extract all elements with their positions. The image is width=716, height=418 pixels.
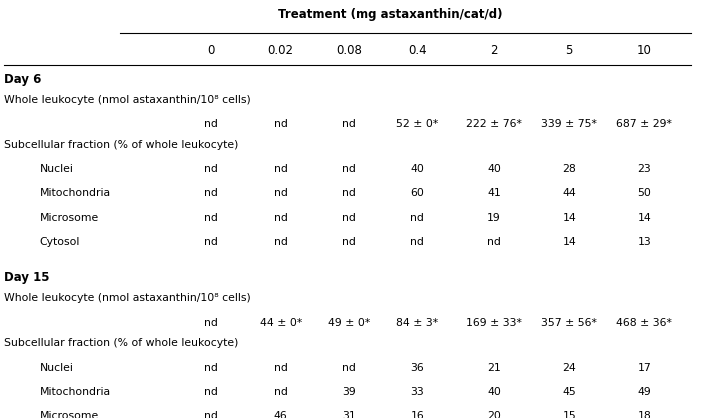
Text: 18: 18	[637, 411, 652, 418]
Text: nd: nd	[342, 213, 356, 223]
Text: nd: nd	[342, 119, 356, 129]
Text: 84 ± 3*: 84 ± 3*	[397, 318, 438, 328]
Text: nd: nd	[204, 213, 218, 223]
Text: 0.02: 0.02	[268, 43, 294, 57]
Text: nd: nd	[410, 213, 425, 223]
Text: nd: nd	[342, 237, 356, 247]
Text: nd: nd	[274, 189, 288, 199]
Text: Cytosol: Cytosol	[39, 237, 79, 247]
Text: Subcellular fraction (% of whole leukocyte): Subcellular fraction (% of whole leukocy…	[4, 140, 238, 150]
Text: nd: nd	[342, 164, 356, 174]
Text: nd: nd	[204, 318, 218, 328]
Text: 52 ± 0*: 52 ± 0*	[396, 119, 439, 129]
Text: 687 ± 29*: 687 ± 29*	[616, 119, 672, 129]
Text: 19: 19	[487, 213, 501, 223]
Text: 13: 13	[637, 237, 652, 247]
Text: 15: 15	[562, 411, 576, 418]
Text: Subcellular fraction (% of whole leukocyte): Subcellular fraction (% of whole leukocy…	[4, 338, 238, 348]
Text: Microsome: Microsome	[39, 411, 99, 418]
Text: 40: 40	[487, 164, 501, 174]
Text: nd: nd	[204, 411, 218, 418]
Text: 50: 50	[637, 189, 652, 199]
Text: nd: nd	[410, 237, 425, 247]
Text: 49 ± 0*: 49 ± 0*	[327, 318, 370, 328]
Text: 40: 40	[410, 164, 425, 174]
Text: 46: 46	[274, 411, 288, 418]
Text: nd: nd	[342, 362, 356, 372]
Text: nd: nd	[204, 362, 218, 372]
Text: 23: 23	[637, 164, 652, 174]
Text: 5: 5	[566, 43, 573, 57]
Text: 14: 14	[562, 213, 576, 223]
Text: 357 ± 56*: 357 ± 56*	[541, 318, 597, 328]
Text: 28: 28	[562, 164, 576, 174]
Text: nd: nd	[274, 237, 288, 247]
Text: nd: nd	[274, 213, 288, 223]
Text: 41: 41	[487, 189, 501, 199]
Text: nd: nd	[274, 119, 288, 129]
Text: 20: 20	[487, 411, 501, 418]
Text: nd: nd	[274, 387, 288, 397]
Text: nd: nd	[274, 164, 288, 174]
Text: 14: 14	[637, 213, 652, 223]
Text: nd: nd	[204, 164, 218, 174]
Text: Whole leukocyte (nmol astaxanthin/10⁸ cells): Whole leukocyte (nmol astaxanthin/10⁸ ce…	[4, 293, 251, 303]
Text: nd: nd	[204, 189, 218, 199]
Text: 0: 0	[208, 43, 215, 57]
Text: 21: 21	[487, 362, 501, 372]
Text: nd: nd	[204, 119, 218, 129]
Text: 0.4: 0.4	[408, 43, 427, 57]
Text: Day 6: Day 6	[4, 73, 41, 86]
Text: 339 ± 75*: 339 ± 75*	[541, 119, 597, 129]
Text: 60: 60	[410, 189, 425, 199]
Text: 16: 16	[410, 411, 425, 418]
Text: 17: 17	[637, 362, 652, 372]
Text: 49: 49	[637, 387, 652, 397]
Text: 44 ± 0*: 44 ± 0*	[259, 318, 302, 328]
Text: Nuclei: Nuclei	[39, 362, 73, 372]
Text: 10: 10	[637, 43, 652, 57]
Text: 33: 33	[410, 387, 425, 397]
Text: 40: 40	[487, 387, 501, 397]
Text: 31: 31	[342, 411, 356, 418]
Text: 14: 14	[562, 237, 576, 247]
Text: Whole leukocyte (nmol astaxanthin/10⁸ cells): Whole leukocyte (nmol astaxanthin/10⁸ ce…	[4, 95, 251, 105]
Text: 468 ± 36*: 468 ± 36*	[616, 318, 672, 328]
Text: Mitochondria: Mitochondria	[39, 387, 110, 397]
Text: 169 ± 33*: 169 ± 33*	[466, 318, 522, 328]
Text: Treatment (mg astaxanthin/cat/d): Treatment (mg astaxanthin/cat/d)	[278, 8, 503, 21]
Text: nd: nd	[204, 387, 218, 397]
Text: 36: 36	[410, 362, 425, 372]
Text: Mitochondria: Mitochondria	[39, 189, 110, 199]
Text: 39: 39	[342, 387, 356, 397]
Text: nd: nd	[274, 362, 288, 372]
Text: Nuclei: Nuclei	[39, 164, 73, 174]
Text: 222 ± 76*: 222 ± 76*	[466, 119, 522, 129]
Text: 44: 44	[562, 189, 576, 199]
Text: Day 15: Day 15	[4, 271, 49, 284]
Text: nd: nd	[204, 237, 218, 247]
Text: nd: nd	[487, 237, 501, 247]
Text: 0.08: 0.08	[336, 43, 362, 57]
Text: 24: 24	[562, 362, 576, 372]
Text: nd: nd	[342, 189, 356, 199]
Text: 2: 2	[490, 43, 498, 57]
Text: 45: 45	[562, 387, 576, 397]
Text: Microsome: Microsome	[39, 213, 99, 223]
